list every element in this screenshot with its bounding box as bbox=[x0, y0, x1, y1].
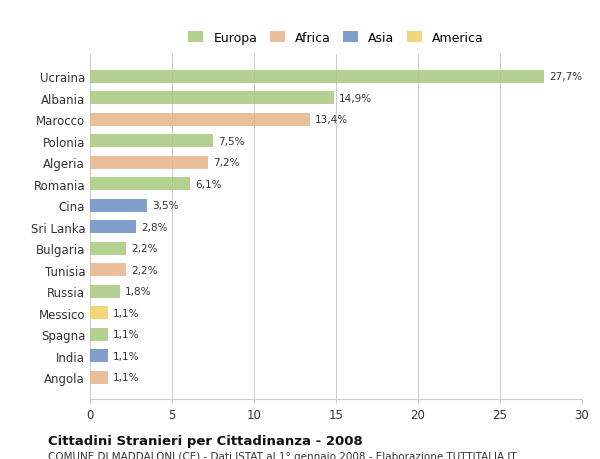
Bar bbox=[90, 263, 126, 276]
Text: 1,1%: 1,1% bbox=[113, 308, 139, 318]
Bar bbox=[90, 178, 190, 191]
Bar bbox=[90, 199, 148, 212]
Text: 3,5%: 3,5% bbox=[152, 201, 179, 211]
Bar bbox=[90, 221, 136, 234]
Legend: Europa, Africa, Asia, America: Europa, Africa, Asia, America bbox=[184, 27, 488, 50]
Bar bbox=[90, 135, 213, 148]
Text: 27,7%: 27,7% bbox=[549, 72, 583, 82]
Text: 7,2%: 7,2% bbox=[213, 158, 239, 168]
Bar bbox=[90, 371, 108, 384]
Text: 2,8%: 2,8% bbox=[141, 222, 167, 232]
Bar bbox=[90, 71, 544, 84]
Bar bbox=[90, 349, 108, 362]
Bar bbox=[90, 328, 108, 341]
Text: 1,1%: 1,1% bbox=[113, 372, 139, 382]
Text: 14,9%: 14,9% bbox=[339, 94, 373, 104]
Text: COMUNE DI MADDALONI (CE) - Dati ISTAT al 1° gennaio 2008 - Elaborazione TUTTITAL: COMUNE DI MADDALONI (CE) - Dati ISTAT al… bbox=[48, 451, 517, 459]
Text: 2,2%: 2,2% bbox=[131, 265, 157, 275]
Bar bbox=[90, 113, 310, 127]
Bar bbox=[90, 242, 126, 255]
Text: Cittadini Stranieri per Cittadinanza - 2008: Cittadini Stranieri per Cittadinanza - 2… bbox=[48, 434, 363, 447]
Text: 1,1%: 1,1% bbox=[113, 351, 139, 361]
Text: 6,1%: 6,1% bbox=[195, 179, 221, 189]
Bar bbox=[90, 157, 208, 169]
Bar bbox=[90, 285, 119, 298]
Text: 1,8%: 1,8% bbox=[124, 286, 151, 297]
Text: 1,1%: 1,1% bbox=[113, 330, 139, 339]
Text: 2,2%: 2,2% bbox=[131, 244, 157, 254]
Text: 13,4%: 13,4% bbox=[314, 115, 348, 125]
Bar bbox=[90, 307, 108, 319]
Bar bbox=[90, 92, 334, 105]
Text: 7,5%: 7,5% bbox=[218, 136, 244, 146]
